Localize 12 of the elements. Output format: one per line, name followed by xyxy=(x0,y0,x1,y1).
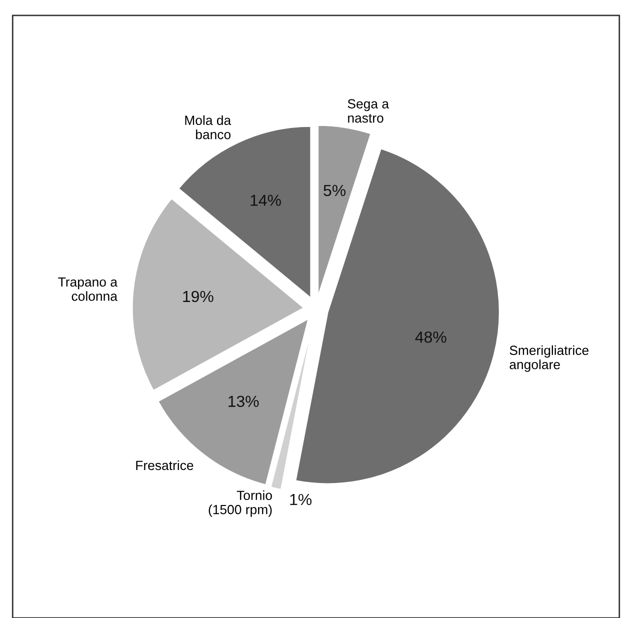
slice-label: Fresatrice xyxy=(136,460,194,470)
slice-label: Mola da banco xyxy=(185,115,232,140)
slice-label: Tornio (1500 rpm) xyxy=(208,490,272,517)
data-label: 5% xyxy=(324,184,346,196)
data-label: 19% xyxy=(183,290,214,302)
data-label: 13% xyxy=(228,396,259,408)
data-label: 14% xyxy=(250,194,281,206)
data-label: 1% xyxy=(290,494,312,506)
slice-label: Smerigliatrice angolare xyxy=(510,345,588,372)
data-label: 48% xyxy=(415,331,446,343)
slice-label: Sega a nastro xyxy=(348,99,390,123)
slice-label: Trapano a colonna xyxy=(58,277,118,301)
